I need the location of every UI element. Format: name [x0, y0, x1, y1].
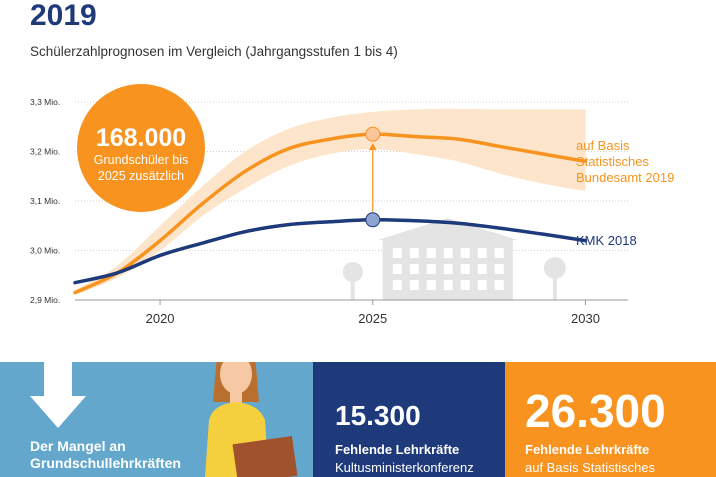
kmk-series-label: KMK 2018: [576, 233, 637, 248]
down-arrow-icon: [30, 362, 86, 428]
tree-icon: [342, 262, 363, 282]
building-window: [494, 264, 504, 274]
building-window: [460, 264, 470, 274]
kmk-source: Kultusministerkonferenz: [335, 460, 474, 475]
tree-icon: [543, 257, 566, 279]
uncertainty-band: [75, 108, 586, 296]
destatis-value: 26.300: [525, 385, 666, 437]
building-window: [392, 264, 402, 274]
kmk-label: Fehlende Lehrkräfte: [335, 442, 460, 457]
page-title: 2019: [30, 0, 97, 32]
kmk-2025-marker: [365, 212, 381, 228]
building-window: [460, 280, 470, 290]
building-window: [477, 280, 487, 290]
building-window: [443, 264, 453, 274]
tree-trunk: [350, 278, 355, 300]
y-tick-label: 3,1 Mio.: [30, 196, 60, 206]
arrow-head-icon: [368, 143, 377, 151]
destatis-series-label: auf Basis Statistisches Bundesamt 2019: [576, 138, 674, 185]
building-window: [443, 248, 453, 258]
x-tick-label: 2025: [358, 311, 387, 326]
building-window: [392, 280, 402, 290]
building-window: [426, 264, 436, 274]
callout-text: Grundschüler bis 2025 zusätzlich: [94, 153, 189, 183]
callout-value: 168.000: [96, 124, 186, 152]
chart-subtitle: Schülerzahlprognosen im Vergleich (Jahrg…: [30, 44, 398, 59]
building-window: [477, 248, 487, 258]
building-window: [426, 248, 436, 258]
forecast-chart: 3,3 Mio. 3,2 Mio. 3,1 Mio. 3,0 Mio. 2,9 Mio.…: [30, 84, 674, 326]
building-window: [443, 280, 453, 290]
destatis-series-line: [73, 132, 588, 295]
tree-trunk: [552, 276, 557, 300]
kmk-panel: 15.300 Fehlende Lehrkräfte Kultusministe…: [313, 362, 505, 477]
building-window: [477, 264, 487, 274]
building-window: [494, 280, 504, 290]
destatis-source: auf Basis Statistisches: [525, 460, 656, 475]
school-roof-icon: [377, 218, 518, 240]
building-window: [409, 280, 419, 290]
x-tick-label: 2020: [146, 311, 175, 326]
left-panel: Der Mangel an Grundschullehrkräften: [0, 362, 313, 477]
kmk-series-line: [73, 218, 588, 285]
building-window: [426, 280, 436, 290]
destatis-panel: 26.300 Fehlende Lehrkräfte auf Basis Sta…: [505, 362, 716, 477]
destatis-2025-marker: [365, 126, 381, 142]
shortage-text: Der Mangel an Grundschullehrkräften: [30, 438, 181, 471]
destatis-label: Fehlende Lehrkräfte: [525, 442, 650, 457]
building-window: [392, 248, 402, 258]
y-tick-label: 3,0 Mio.: [30, 246, 60, 256]
y-tick-label: 3,2 Mio.: [30, 147, 60, 157]
kmk-value: 15.300: [335, 400, 421, 431]
building-window: [494, 248, 504, 258]
y-tick-label: 3,3 Mio.: [30, 97, 60, 107]
callout-bubble: [77, 84, 205, 212]
building-window: [460, 248, 470, 258]
teacher-illustration-icon: [205, 362, 298, 477]
x-tick-label: 2030: [571, 311, 600, 326]
building-window: [409, 264, 419, 274]
building-window: [409, 248, 419, 258]
y-tick-label: 2,9 Mio.: [30, 295, 60, 305]
